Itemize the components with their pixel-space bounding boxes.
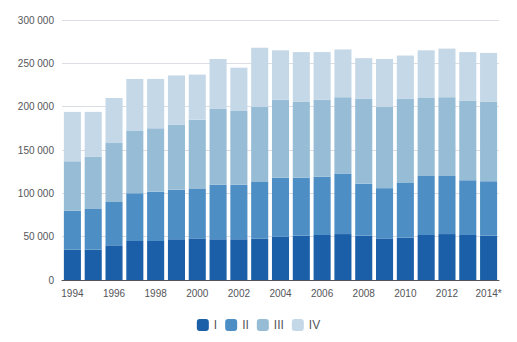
svg-text:2004: 2004 (269, 288, 292, 299)
svg-text:2010: 2010 (394, 288, 417, 299)
svg-text:2012: 2012 (436, 288, 459, 299)
svg-text:1994: 1994 (61, 288, 84, 299)
svg-text:2006: 2006 (311, 288, 334, 299)
svg-text:II: II (242, 318, 249, 332)
svg-text:I: I (214, 318, 217, 332)
svg-text:2002: 2002 (228, 288, 251, 299)
svg-text:III: III (274, 318, 284, 332)
svg-text:IV: IV (309, 318, 320, 332)
svg-text:300 000: 300 000 (18, 15, 55, 26)
svg-text:150 000: 150 000 (18, 145, 55, 156)
svg-text:100 000: 100 000 (18, 188, 55, 199)
svg-text:2000: 2000 (186, 288, 209, 299)
svg-text:250 000: 250 000 (18, 58, 55, 69)
svg-text:2014*: 2014* (476, 288, 502, 299)
svg-text:2008: 2008 (353, 288, 376, 299)
svg-text:1998: 1998 (145, 288, 168, 299)
svg-text:50 000: 50 000 (23, 231, 54, 242)
svg-text:0: 0 (48, 275, 54, 286)
svg-text:200 000: 200 000 (18, 101, 55, 112)
svg-text:1996: 1996 (103, 288, 126, 299)
